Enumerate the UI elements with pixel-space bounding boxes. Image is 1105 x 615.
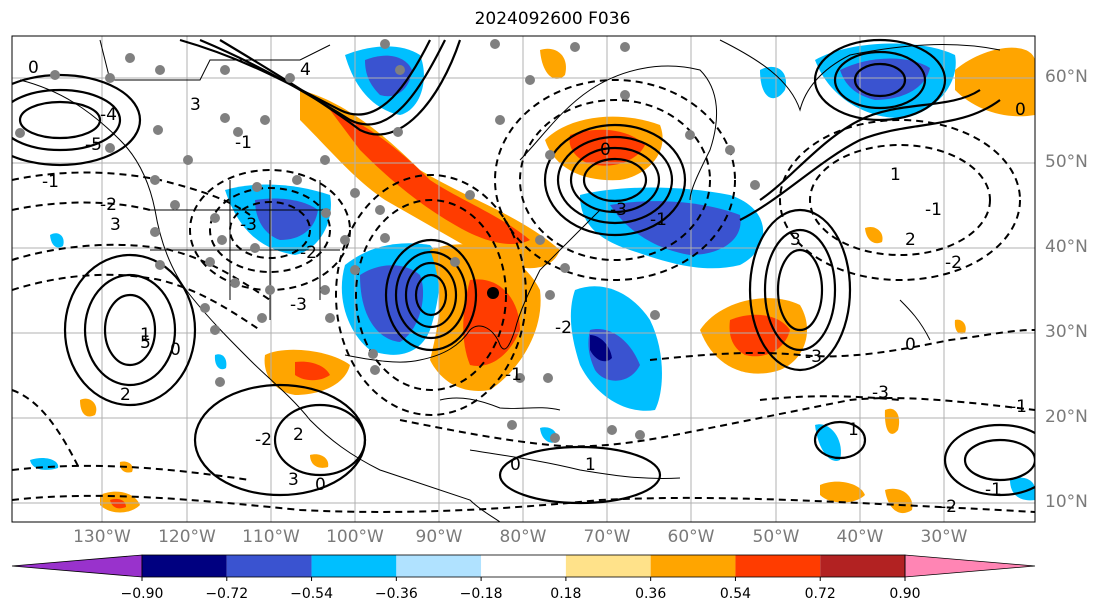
longitude-label: 40°W: [836, 527, 884, 547]
colorbar-tick-label: 0.90: [889, 586, 921, 602]
contour-label: -5: [85, 135, 102, 155]
contour-label: -2: [100, 195, 117, 215]
contour-label: -3: [290, 295, 307, 315]
latitude-label: 20°N: [1045, 407, 1088, 427]
colorbar-frame: [141, 554, 906, 578]
contour-label: -1: [925, 200, 942, 220]
contour-label: -2: [300, 243, 317, 263]
contour-label: -2: [945, 253, 962, 273]
colorbar: [11, 554, 1036, 581]
longitude-label: 30°W: [920, 527, 968, 547]
contour-label: 1: [890, 165, 901, 185]
colorbar-tick-label: 0.54: [719, 586, 752, 602]
contour-label: 1: [140, 325, 151, 345]
contour-label: 3: [288, 470, 299, 490]
longitude-label: 90°W: [415, 527, 463, 547]
map-frame: [11, 35, 1036, 523]
longitude-label: 120°W: [158, 527, 216, 547]
contour-label: -4: [100, 105, 117, 125]
longitude-label: 80°W: [499, 527, 547, 547]
map-title: 2024092600 F036: [474, 9, 631, 29]
colorbar-extend-low: [11, 554, 143, 578]
colorbar-segment: [735, 555, 821, 577]
contour-label: 1: [585, 455, 596, 475]
colorbar-segment: [481, 555, 566, 577]
contour-label: 0: [170, 340, 181, 360]
contour-label: 2: [905, 230, 916, 250]
longitude-label: 60°W: [667, 527, 715, 547]
colorbar-segment: [650, 555, 736, 577]
latitude-label: 10°N: [1045, 492, 1088, 512]
contour-label: 0: [905, 335, 916, 355]
contour-label: -1: [235, 133, 252, 153]
latitude-label: 40°N: [1045, 237, 1088, 257]
contour-label: 0: [600, 140, 611, 160]
latitude-label: 60°N: [1045, 67, 1088, 87]
contour-label: 5: [140, 333, 151, 353]
contour-label: 0: [315, 475, 326, 495]
contour-label: -1: [985, 480, 1002, 500]
colorbar-segment: [226, 555, 312, 577]
colorbar-tick-label: 0.18: [550, 586, 582, 602]
contour-label: 2: [120, 385, 131, 405]
contour-label: -1: [1010, 397, 1027, 417]
colorbar-tick-label: −0.90: [120, 586, 164, 602]
contour-label: -3: [805, 347, 822, 367]
colorbar-tick-label: 0.36: [635, 586, 667, 602]
colorbar-extend-high: [904, 554, 1036, 578]
longitude-label: 50°W: [752, 527, 800, 547]
contour-label: 1: [848, 420, 859, 440]
contour-label: -2: [555, 318, 572, 338]
contour-label: 2: [293, 425, 304, 445]
colorbar-tick-label: −0.72: [205, 586, 249, 602]
colorbar-tick-label: −0.54: [290, 586, 333, 602]
contour-label: 0: [28, 58, 39, 78]
contour-label: 0: [510, 455, 521, 475]
longitude-label: 110°W: [242, 527, 300, 547]
colorbar-segment: [565, 555, 651, 577]
colorbar-segment: [820, 555, 905, 577]
contour-label: -1: [42, 172, 59, 192]
colorbar-segment: [311, 555, 397, 577]
longitude-label: 70°W: [583, 527, 631, 547]
latitude-label: 50°N: [1045, 152, 1088, 172]
anomaly-shading: [30, 43, 1035, 514]
colorbar-tick-label: −0.36: [374, 586, 418, 602]
colorbar-tick-label: 0.72: [804, 586, 836, 602]
contour-label: 3: [110, 215, 121, 235]
station-dots: [15, 39, 760, 443]
contour-label: 3: [190, 95, 201, 115]
contour-label: -1: [505, 365, 522, 385]
contour-label: -2: [255, 430, 272, 450]
longitude-label: 130°W: [73, 527, 131, 547]
longitude-label: 100°W: [326, 527, 384, 547]
colorbar-segment: [142, 555, 227, 577]
colorbar-tick-label: −0.18: [459, 586, 503, 602]
contour-label: -3: [872, 383, 889, 403]
contour-label: -3: [610, 200, 627, 220]
colorbar-segment: [396, 555, 482, 577]
contour-label: -1: [650, 210, 667, 230]
contour-label: 0: [1015, 100, 1026, 120]
contour-label: -3: [240, 215, 257, 235]
contour-label: 4: [300, 60, 311, 80]
storm-center-marker: [487, 287, 499, 299]
contour-label: 3: [790, 230, 801, 250]
latitude-label: 30°N: [1045, 322, 1088, 342]
contour-label: -2: [940, 497, 957, 517]
